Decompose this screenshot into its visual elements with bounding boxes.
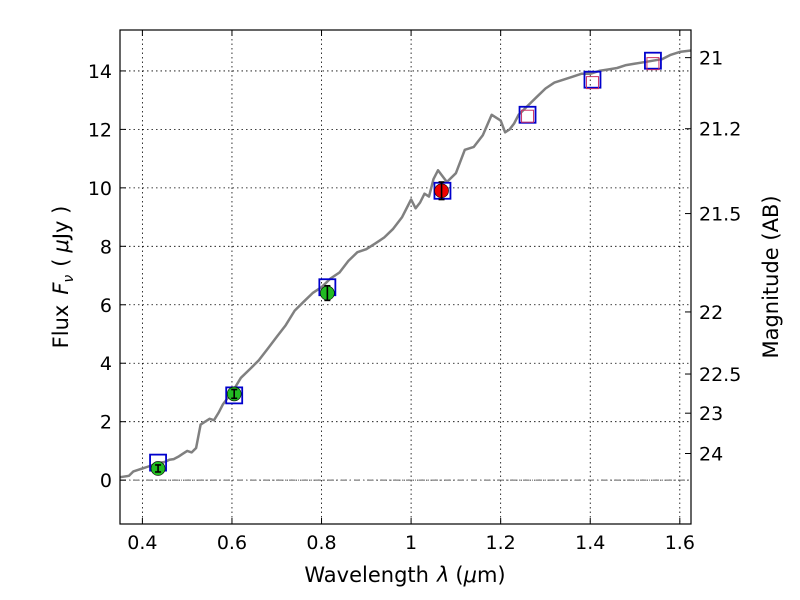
plot-frame bbox=[119, 29, 692, 525]
model-spectrum-line bbox=[119, 49, 692, 479]
x-tick-label: 1.4 bbox=[575, 532, 605, 554]
y2-tick-label: 21.2 bbox=[699, 119, 741, 141]
x-label-unit-open: ( bbox=[455, 563, 463, 587]
y2-axis: 21 21.2 21.5 22 22.5 23 24 bbox=[685, 48, 741, 465]
y2-axis-label: Magnitude (AB) bbox=[759, 195, 783, 358]
y-tick-label: 10 bbox=[88, 178, 112, 200]
spectrum-layer bbox=[119, 49, 692, 479]
y-axis-label: Flux Fν ( μJy ) bbox=[49, 206, 77, 349]
plot-background bbox=[120, 30, 691, 524]
model-flux-square bbox=[644, 51, 662, 70]
y2-tick-label: 24 bbox=[699, 443, 723, 465]
y-label-symbol-sub: ν bbox=[61, 275, 77, 283]
x-label-text: Wavelength bbox=[304, 563, 429, 587]
y-tick-label: 14 bbox=[88, 61, 112, 83]
x-label-unit-rest: m) bbox=[477, 563, 506, 587]
x-tick-label: 0.8 bbox=[306, 532, 336, 554]
y-label-unit-open: ( bbox=[49, 259, 73, 267]
y-label-symbol: F bbox=[49, 282, 73, 295]
y2-tick-label: 22.5 bbox=[699, 364, 741, 386]
y2-tick-label: 22 bbox=[699, 302, 723, 324]
y-label-unit-rest: Jy ) bbox=[49, 206, 73, 242]
y-label-text: Flux bbox=[49, 305, 73, 349]
x-tick-label: 1.6 bbox=[665, 532, 695, 554]
upper-limit-square bbox=[521, 109, 535, 123]
x-label-unit-mu: μ bbox=[463, 563, 477, 587]
y-axis: 0 2 4 6 8 10 12 14 bbox=[88, 61, 126, 492]
y-tick-label: 8 bbox=[100, 236, 112, 258]
upper-limit-square bbox=[646, 57, 660, 71]
x-label-symbol: λ bbox=[436, 563, 449, 587]
markers-layer bbox=[149, 51, 662, 476]
x-axis-label: Wavelength λ (μm) bbox=[304, 563, 505, 587]
x-tick-label: 1.2 bbox=[486, 532, 516, 554]
model-flux-square bbox=[583, 70, 602, 89]
y-label-unit-mu: μ bbox=[49, 239, 73, 253]
x-tick-label: 1 bbox=[405, 532, 417, 554]
x-tick-label: 0.4 bbox=[127, 532, 157, 554]
y2-tick-label: 21.5 bbox=[699, 204, 741, 226]
y-tick-label: 2 bbox=[100, 412, 112, 434]
y-tick-label: 12 bbox=[88, 119, 112, 141]
y2-tick-label: 23 bbox=[699, 403, 723, 425]
y2-tick-label: 21 bbox=[699, 48, 723, 70]
x-tick-label: 0.6 bbox=[217, 532, 247, 554]
y-tick-label: 0 bbox=[100, 470, 112, 492]
model-flux-square bbox=[518, 105, 537, 124]
upper-limit-square bbox=[585, 76, 599, 90]
y-tick-label: 4 bbox=[100, 353, 112, 375]
x-axis: 0.4 0.6 0.8 1 1.2 1.4 1.6 bbox=[127, 30, 695, 554]
y-tick-label: 6 bbox=[100, 295, 112, 317]
